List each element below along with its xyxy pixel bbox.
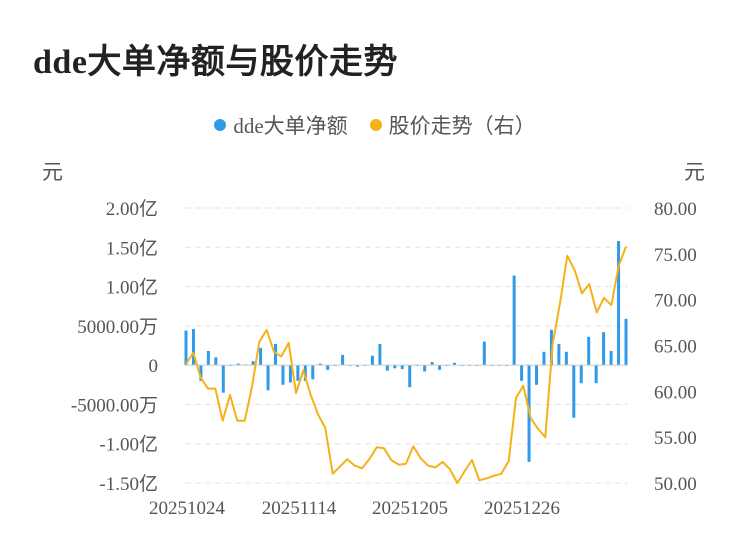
dde-bar — [624, 318, 628, 366]
dde-bar — [199, 365, 203, 381]
left-axis-ticks: 2.00亿 1.50亿 1.00亿 5000.00万 0 -5000.00万 -1.00亿 -… — [71, 198, 158, 495]
chart-title: dde大单净额与股价走势 — [33, 44, 398, 81]
left-tick-label: -1.00亿 — [99, 434, 158, 456]
left-tick-label: 5000.00万 — [77, 317, 158, 338]
dde-bar — [236, 363, 240, 366]
dde-bar — [385, 365, 389, 371]
dde-bar — [579, 365, 583, 384]
left-axis-unit: 元 — [42, 160, 63, 184]
left-tick-label: -5000.00万 — [71, 395, 158, 416]
legend-item-dde[interactable]: dde大单净额 — [214, 110, 348, 140]
right-tick-label: 70.00 — [654, 291, 697, 312]
legend-label-price: 股价走势（右） — [388, 114, 536, 138]
legend-item-price[interactable]: 股价走势（右） — [369, 110, 536, 140]
dde-bar — [251, 361, 255, 366]
dde-bar — [482, 341, 486, 366]
dde-bar — [221, 365, 225, 393]
dde-bar — [288, 365, 292, 383]
right-tick-label: 50.00 — [654, 474, 697, 495]
dde-bar — [520, 365, 524, 381]
dde-bar — [430, 362, 434, 366]
x-tick-label: 20251226 — [484, 498, 560, 519]
dde-bar — [318, 363, 322, 366]
dde-bar — [617, 241, 621, 366]
left-tick-label: 0 — [149, 356, 159, 377]
dde-bar — [206, 351, 210, 366]
dde-bar — [408, 365, 412, 388]
left-tick-label: 1.50亿 — [106, 237, 158, 259]
dde-bar — [587, 336, 591, 366]
dde-bar — [572, 365, 576, 418]
dde-bar — [438, 365, 442, 370]
right-axis-unit: 元 — [684, 160, 705, 184]
dde-bar — [273, 343, 277, 366]
legend-label-dde: dde大单净额 — [233, 114, 348, 138]
dde-bar — [452, 362, 456, 366]
dde-bar — [259, 347, 263, 366]
dde-bar — [303, 365, 307, 381]
dde-bar — [557, 343, 561, 366]
dde-bar — [400, 365, 404, 370]
dde-bar — [191, 329, 195, 366]
dde-bar — [326, 365, 330, 370]
right-tick-label: 55.00 — [654, 428, 697, 449]
dde-bar — [512, 275, 516, 366]
dde-bar — [594, 365, 598, 384]
dde-bar — [423, 365, 427, 372]
right-tick-label: 60.00 — [654, 382, 697, 403]
grid-lines — [185, 207, 628, 484]
right-tick-label: 65.00 — [654, 337, 697, 358]
dde-bar — [296, 365, 300, 381]
dde-bar — [535, 365, 539, 385]
dde-bar — [266, 365, 270, 391]
dde-bar — [184, 330, 188, 366]
right-axis-ticks: 80.00 75.00 70.00 65.00 60.00 55.00 50.00 — [654, 199, 697, 495]
legend-dot-price-icon — [369, 119, 382, 131]
dde-bar — [542, 351, 546, 366]
dde-bar — [341, 354, 345, 366]
left-tick-label: 2.00亿 — [106, 198, 158, 220]
x-tick-label: 20251205 — [372, 498, 448, 519]
dde-bar — [311, 365, 315, 380]
dde-bar — [281, 365, 285, 385]
x-axis-ticks: 20251024 20251114 20251205 20251226 — [149, 498, 560, 519]
left-tick-label: -1.50亿 — [99, 473, 158, 495]
legend-dot-dde-icon — [214, 119, 227, 131]
dde-bar — [393, 365, 397, 369]
dde-bar — [609, 351, 613, 366]
dde-bar — [214, 357, 218, 366]
right-tick-label: 75.00 — [654, 245, 697, 266]
dde-bar — [370, 355, 374, 366]
legend: dde大单净额 股价走势（右） — [0, 110, 750, 140]
dde-bar — [356, 365, 360, 367]
left-tick-label: 1.00亿 — [106, 277, 158, 299]
dde-bar — [378, 343, 382, 366]
x-tick-label: 20251024 — [149, 498, 226, 519]
x-tick-label: 20251114 — [262, 498, 337, 519]
right-tick-label: 80.00 — [654, 199, 697, 220]
dde-bar — [564, 351, 568, 366]
price-line — [185, 246, 627, 484]
dde-bars — [184, 241, 628, 462]
dde-bar — [602, 332, 606, 366]
